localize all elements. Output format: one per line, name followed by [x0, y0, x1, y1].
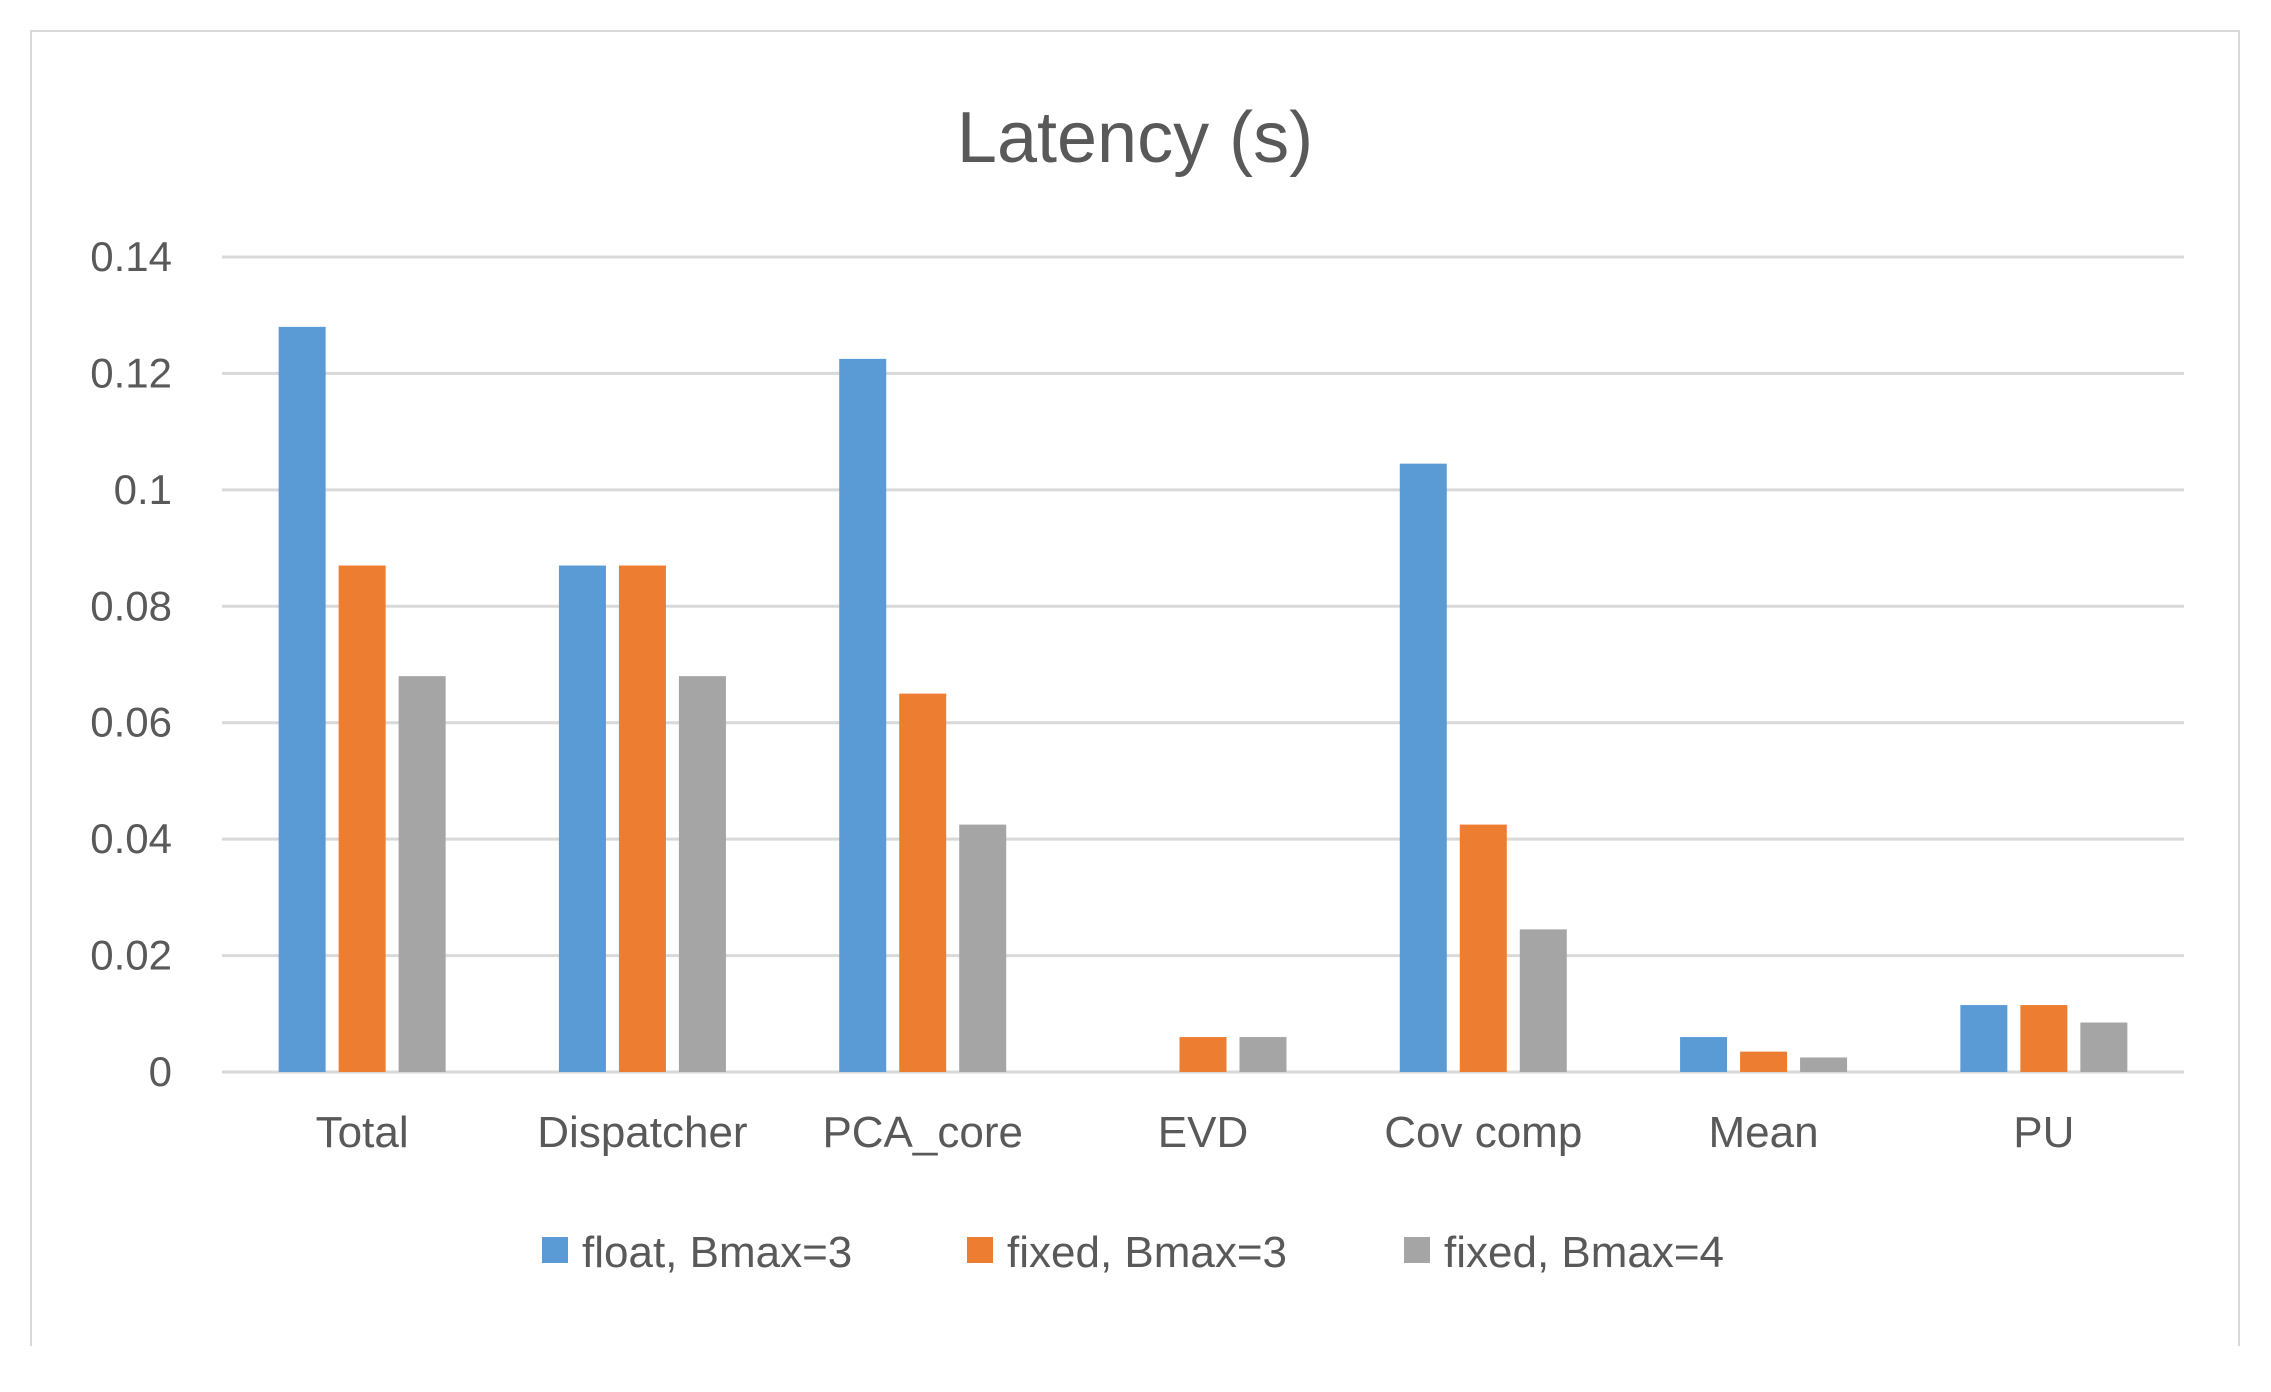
bar-mean-series-3 [1800, 1057, 1848, 1072]
bar-cov-comp-series-2 [1459, 824, 1507, 1072]
legend-swatch [967, 1237, 993, 1263]
chart-title: Latency (s) [957, 98, 1313, 178]
x-category-label: Dispatcher [537, 1108, 747, 1157]
legend: float, Bmax=3 fixed, Bmax=3 fixed, Bmax=4 [542, 1228, 1724, 1277]
y-tick-label: 0.14 [90, 233, 172, 280]
y-tick-label: 0.1 [114, 466, 172, 513]
bar-total-series-3 [398, 676, 446, 1072]
bar-pu-series-2 [2020, 1005, 2068, 1072]
bar-total-series-2 [338, 565, 386, 1072]
y-tick-label: 0.08 [90, 582, 172, 629]
y-tick-label: 0.06 [90, 699, 172, 746]
bar-pu-series-3 [2080, 1022, 2128, 1072]
x-category-label: Total [316, 1108, 409, 1157]
bar-dispatcher-series-1 [558, 565, 606, 1072]
x-category-label: Mean [1709, 1108, 1819, 1157]
bar-pca-core-series-1 [839, 358, 887, 1072]
bar-total-series-1 [278, 326, 326, 1072]
y-axis-ticks: 0 0.02 0.04 0.06 0.08 0.1 0.12 0.14 [90, 233, 172, 1095]
legend-swatch [1404, 1237, 1430, 1263]
bar-evd-series-2 [1179, 1037, 1227, 1072]
bar-pca-core-series-2 [899, 693, 947, 1072]
y-tick-label: 0.04 [90, 815, 172, 862]
bar-dispatcher-series-3 [678, 676, 726, 1072]
bar-cov-comp-series-3 [1519, 929, 1567, 1072]
x-axis-categories: Total Dispatcher PCA_core EVD Cov comp Mean PU [316, 1108, 2075, 1157]
latency-bar-chart: Latency (s) 0 0.02 0.04 0.06 0.08 0.1 0.12 0.14… [90, 98, 2184, 1277]
x-category-label: PU [2013, 1108, 2074, 1157]
y-tick-label: 0.12 [90, 349, 172, 396]
legend-swatch [542, 1237, 568, 1263]
bar-pu-series-1 [1960, 1005, 2008, 1072]
y-tick-label: 0.02 [90, 932, 172, 979]
legend-label: fixed, Bmax=3 [1007, 1228, 1287, 1277]
x-category-label: EVD [1158, 1108, 1248, 1157]
x-category-label: Cov comp [1384, 1108, 1582, 1157]
y-tick-label: 0 [149, 1048, 172, 1095]
bar-pca-core-series-3 [959, 824, 1007, 1072]
chart-container: Latency (s) 0 0.02 0.04 0.06 0.08 0.1 0.12 0.14… [30, 30, 2240, 1346]
bar-dispatcher-series-2 [618, 565, 666, 1072]
bar-evd-series-3 [1239, 1037, 1287, 1072]
bar-cov-comp-series-1 [1399, 463, 1447, 1072]
bars [278, 326, 2128, 1072]
bar-mean-series-2 [1740, 1051, 1788, 1072]
legend-label: float, Bmax=3 [582, 1228, 852, 1277]
bar-mean-series-1 [1680, 1037, 1728, 1072]
legend-label: fixed, Bmax=4 [1444, 1228, 1724, 1277]
x-category-label: PCA_core [822, 1108, 1023, 1157]
gridlines [222, 255, 2184, 1074]
